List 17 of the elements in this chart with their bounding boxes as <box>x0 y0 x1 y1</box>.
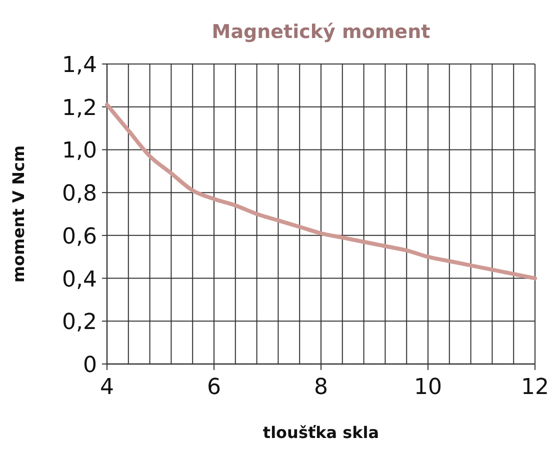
y-tick-label: 0,8 <box>62 182 97 207</box>
x-tick-label: 6 <box>207 375 221 400</box>
line-series <box>105 102 537 280</box>
y-tick-label: 1,4 <box>62 53 97 78</box>
x-tick-label: 4 <box>100 375 114 400</box>
chart-title: Magnetický moment <box>212 21 430 43</box>
y-tick-label: 0,2 <box>62 310 97 336</box>
y-tick-label: 0 <box>83 353 97 378</box>
x-tick-label: 10 <box>414 375 442 400</box>
x-tick-label: 8 <box>314 375 328 400</box>
x-tick-label: 12 <box>521 375 549 400</box>
y-tick-label: 0,4 <box>62 267 97 292</box>
x-axis-title: tloušťka skla <box>262 423 380 442</box>
y-axis-title: moment V Ncm <box>9 145 28 283</box>
y-tick-label: 0,6 <box>62 224 97 250</box>
y-tick-label: 1,0 <box>62 138 97 164</box>
y-tick-label: 1,2 <box>62 96 97 121</box>
